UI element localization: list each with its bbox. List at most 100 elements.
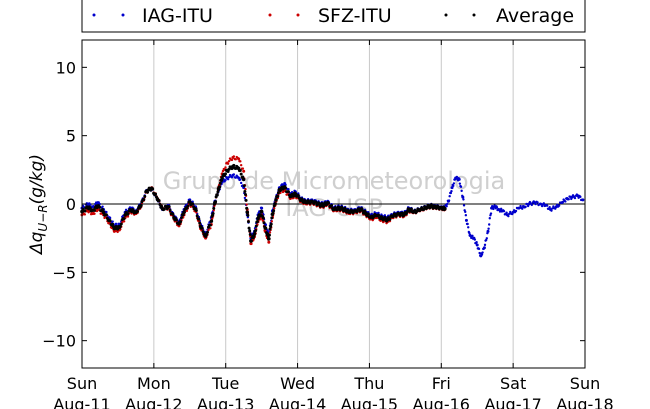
data-point xyxy=(530,203,534,207)
data-point xyxy=(477,247,481,251)
data-point xyxy=(101,205,104,208)
data-point xyxy=(464,210,467,214)
data-point xyxy=(267,237,271,241)
data-point xyxy=(391,215,395,219)
data-point xyxy=(554,205,558,209)
data-point xyxy=(519,204,522,208)
data-point xyxy=(194,208,198,212)
data-point xyxy=(482,246,486,250)
data-point xyxy=(468,231,471,235)
data-point xyxy=(187,200,192,204)
data-point xyxy=(409,207,413,211)
data-point xyxy=(139,203,143,208)
data-point xyxy=(581,198,585,202)
data-point xyxy=(524,205,527,209)
data-point xyxy=(179,220,183,224)
data-point xyxy=(197,217,201,221)
data-point xyxy=(366,212,370,216)
data-point xyxy=(234,176,237,179)
x-tick-label: Sat Aug-17 xyxy=(484,374,541,409)
x-tick-label: Fri Aug-16 xyxy=(413,374,470,409)
data-point xyxy=(269,225,273,229)
x-tick-label: Sun Aug-11 xyxy=(53,374,110,409)
data-point xyxy=(181,213,185,217)
data-point xyxy=(483,243,487,247)
data-point xyxy=(473,238,477,241)
data-point xyxy=(534,202,537,206)
data-point xyxy=(248,229,252,233)
data-point xyxy=(370,212,374,216)
data-point xyxy=(502,210,506,213)
data-point xyxy=(462,198,465,201)
data-point xyxy=(241,167,245,170)
data-point xyxy=(201,230,205,234)
data-point xyxy=(492,207,495,211)
data-point xyxy=(206,230,210,234)
data-point xyxy=(464,218,468,222)
x-tick-label: Tue Aug-13 xyxy=(197,374,254,409)
data-point xyxy=(227,160,231,163)
data-point xyxy=(293,191,298,196)
y-tick-label: −5 xyxy=(52,263,76,282)
data-point xyxy=(198,221,202,225)
legend-box xyxy=(81,0,586,33)
data-point xyxy=(151,187,155,191)
data-point xyxy=(495,206,499,209)
data-point xyxy=(89,203,92,206)
data-point xyxy=(239,172,243,176)
data-point xyxy=(108,216,112,220)
y-tick-label: 5 xyxy=(66,127,76,146)
data-point xyxy=(556,203,559,206)
data-point xyxy=(290,190,294,194)
data-point xyxy=(108,219,112,223)
data-point xyxy=(226,177,230,181)
data-point xyxy=(168,209,172,213)
data-point xyxy=(262,221,266,225)
data-point xyxy=(212,206,216,210)
legend-marker xyxy=(92,13,96,17)
y-tick-label: 0 xyxy=(66,195,76,214)
data-point xyxy=(126,212,130,216)
data-point xyxy=(162,207,166,211)
data-point xyxy=(224,179,227,182)
data-point xyxy=(267,233,271,237)
data-point xyxy=(489,212,493,215)
data-point xyxy=(452,182,456,185)
data-point xyxy=(445,205,448,208)
series-average xyxy=(80,163,447,243)
y-axis-label: ΔqU−R(g/kg) xyxy=(27,154,50,256)
data-point xyxy=(567,198,570,201)
legend-marker xyxy=(472,13,476,17)
data-point xyxy=(167,205,171,209)
data-point xyxy=(286,190,290,194)
data-point xyxy=(360,208,364,212)
data-point xyxy=(268,231,272,234)
data-point xyxy=(105,210,108,214)
legend-entry-iag-itu: IAG-ITU xyxy=(92,5,213,27)
legend-marker xyxy=(444,13,448,17)
data-point xyxy=(221,169,225,173)
data-point xyxy=(223,172,227,176)
data-point xyxy=(214,200,218,204)
x-axis: Sun Aug-11 Mon Aug-12 Tue Aug-13 Wed Aug-14 Thu A… xyxy=(53,40,614,409)
data-point xyxy=(300,197,304,201)
data-point xyxy=(241,177,246,182)
data-point xyxy=(471,234,474,238)
data-point xyxy=(561,200,565,204)
data-point xyxy=(215,193,219,197)
data-point xyxy=(487,223,491,226)
legend-label: Average xyxy=(496,5,574,27)
data-point xyxy=(146,190,150,194)
y-axis: −10 −5 0 5 10 xyxy=(42,58,585,351)
data-point xyxy=(480,253,484,256)
data-point xyxy=(464,214,468,217)
y-tick-label: −10 xyxy=(42,332,76,351)
data-point xyxy=(243,196,247,200)
x-tick-label: Mon Aug-12 xyxy=(125,374,182,409)
data-point xyxy=(287,187,290,191)
data-point xyxy=(278,189,282,193)
data-point xyxy=(557,204,561,207)
data-point xyxy=(260,206,264,210)
data-point xyxy=(244,198,248,202)
data-point xyxy=(255,219,259,223)
